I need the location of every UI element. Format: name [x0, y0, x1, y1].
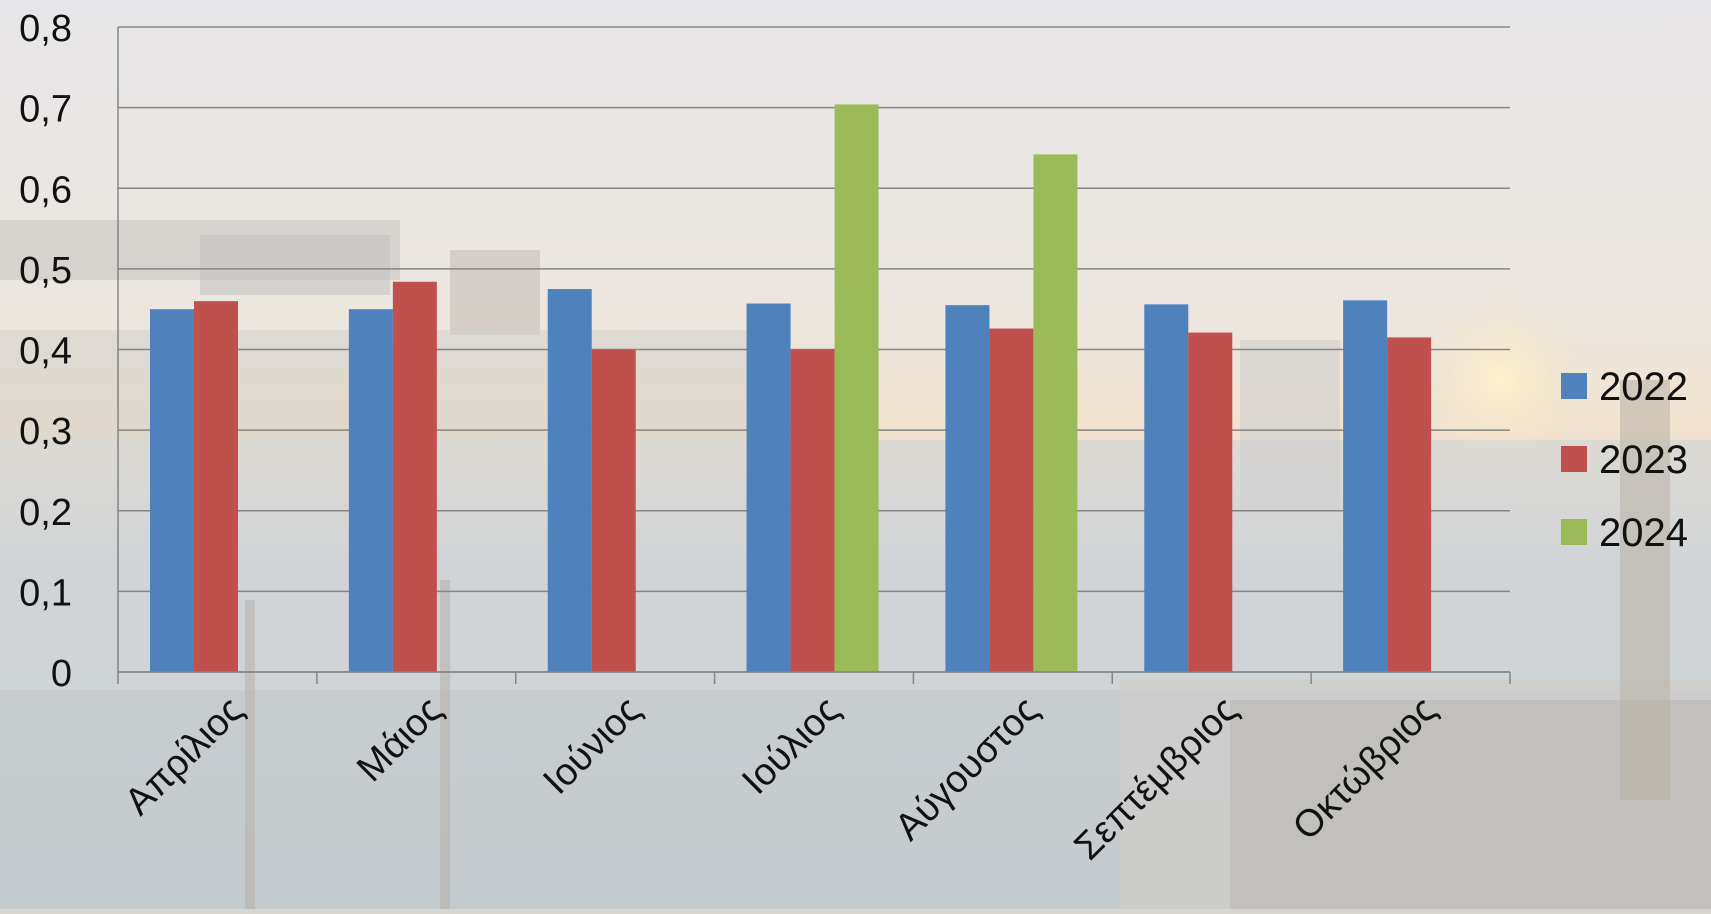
- y-tick-label: 0,7: [19, 89, 72, 131]
- bar-2023: [392, 281, 437, 672]
- y-tick-label: 0,8: [19, 8, 72, 50]
- legend-label-2022: 2022: [1599, 365, 1688, 409]
- bar-2022: [348, 309, 393, 672]
- legend-label-2024: 2024: [1599, 511, 1688, 555]
- bars: [150, 104, 1432, 672]
- bar-2022: [150, 309, 194, 672]
- y-tick-label: 0,5: [19, 250, 72, 292]
- bar-2023: [591, 349, 636, 672]
- bar-2022: [945, 305, 990, 672]
- legend-swatch-2023: [1561, 446, 1587, 472]
- bar-2023: [790, 349, 835, 672]
- y-tick-label: 0,2: [19, 492, 72, 534]
- bar-2023: [989, 328, 1034, 672]
- bar-2023: [1387, 337, 1432, 672]
- y-tick-label: 0: [51, 653, 72, 695]
- y-tick-label: 0,4: [19, 331, 72, 373]
- bar-2022: [746, 303, 791, 672]
- bar-2024: [1033, 154, 1078, 672]
- legend-swatch-2024: [1561, 519, 1587, 545]
- y-tick-label: 0,3: [19, 411, 72, 453]
- bar-2022: [1144, 304, 1189, 672]
- legend-swatch-2022: [1561, 373, 1587, 399]
- legend-label-2023: 2023: [1599, 438, 1688, 482]
- bar-2022: [547, 289, 592, 672]
- bar-2023: [1188, 332, 1233, 672]
- bar-2022: [1343, 300, 1388, 672]
- y-tick-label: 0,6: [19, 169, 72, 211]
- y-tick-label: 0,1: [19, 572, 72, 614]
- bar-2024: [834, 104, 879, 672]
- bar-2023: [194, 301, 238, 672]
- legend: 2022 2023 2024: [1561, 365, 1688, 555]
